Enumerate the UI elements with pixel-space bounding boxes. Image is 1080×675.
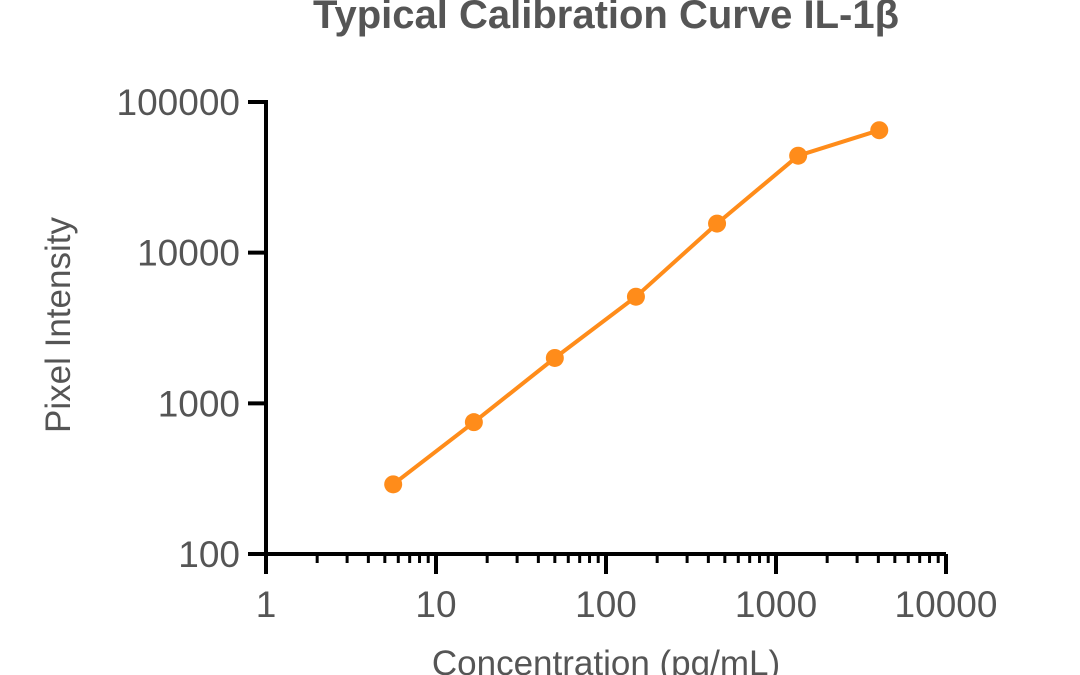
x-tick-label: 100 (575, 584, 637, 625)
data-point (545, 348, 564, 367)
data-point (708, 214, 727, 233)
chart-title: Typical Calibration Curve IL-1β (313, 0, 899, 37)
x-axis-ticks: 1 10 100 1000 10000 (256, 554, 998, 625)
data-point (464, 413, 483, 432)
y-tick-label: 100000 (117, 82, 240, 123)
x-tick-label: 10 (415, 584, 456, 625)
x-tick-label: 1 (256, 584, 277, 625)
data-point (384, 475, 403, 494)
y-tick-label: 1000 (158, 383, 240, 424)
x-tick-label: 1000 (735, 584, 817, 625)
data-point (626, 287, 645, 306)
x-tick-label: 10000 (895, 584, 998, 625)
data-point (870, 121, 889, 140)
data-point (789, 146, 808, 165)
y-tick-label: 100 (178, 534, 240, 575)
y-axis-ticks: 100 1000 10000 100000 (117, 82, 266, 575)
series-group (384, 121, 889, 494)
series-line (391, 128, 880, 486)
y-axis-label: Pixel Intensity (39, 217, 78, 433)
y-tick-label: 10000 (137, 233, 240, 274)
x-axis-label: Concentration (pg/mL) (432, 644, 780, 675)
